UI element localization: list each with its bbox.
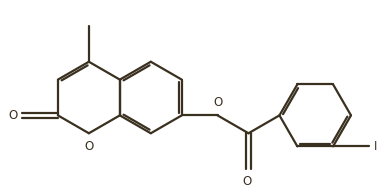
Text: O: O <box>242 176 251 188</box>
Text: O: O <box>8 109 18 122</box>
Text: I: I <box>374 140 378 153</box>
Text: O: O <box>213 96 222 109</box>
Text: O: O <box>84 140 93 153</box>
